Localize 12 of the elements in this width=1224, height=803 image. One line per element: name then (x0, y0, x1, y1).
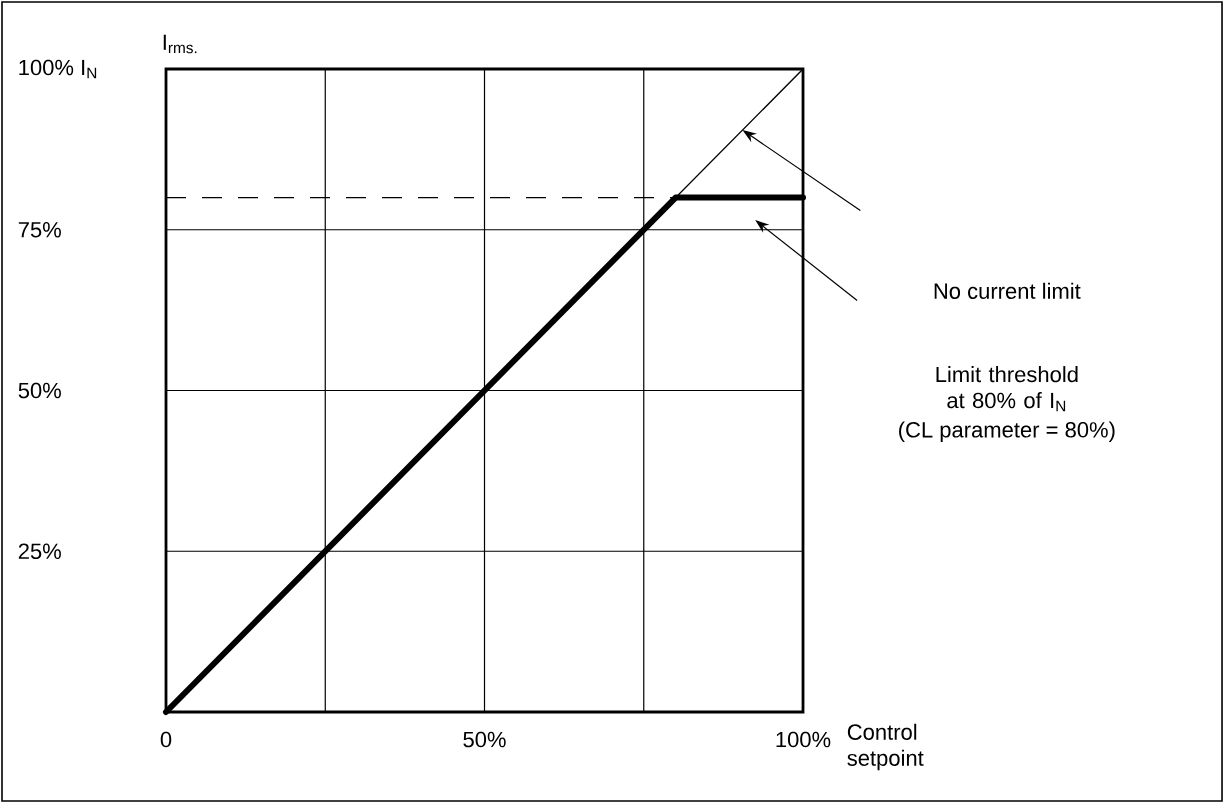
y-tick-label: 25% (18, 543, 61, 560)
text: Limit threshold at 80% of I$_{N}$ (936, 366, 1078, 412)
y-tick-label: 50% (18, 382, 61, 399)
text: (CL parameter = 80%) (899, 421, 1115, 442)
x-tick-label: 100% (776, 731, 831, 748)
x-axis-title: Control setpoint (847, 723, 924, 771)
x-tick-label: 50% (463, 731, 506, 748)
text: No current limit (934, 282, 1081, 299)
y-tick-label: 75% (18, 222, 61, 238)
x-tick-label: 0 (160, 731, 172, 748)
y-tick-label: 100% I$_{N}$ (19, 59, 97, 79)
y-axis-title: I$_{rms.}$ (163, 34, 197, 54)
